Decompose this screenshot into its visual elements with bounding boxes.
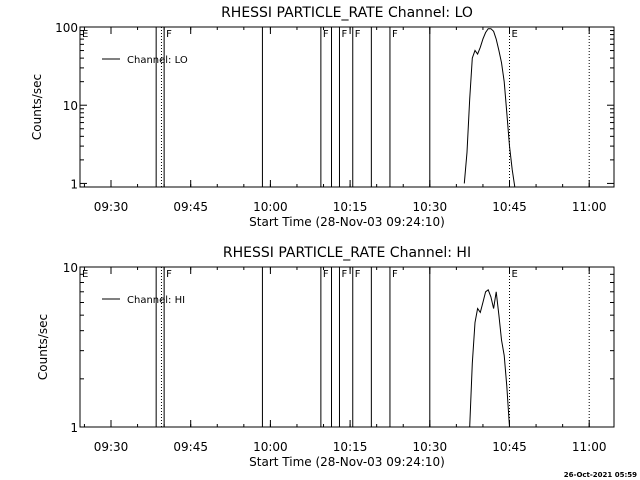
legend-label: Channel: HI (127, 295, 185, 306)
marker-label: F (355, 269, 361, 280)
marker-label: E (512, 29, 518, 40)
marker-label: E (512, 269, 518, 280)
y-tick-label: 1 (70, 421, 78, 435)
x-tick-label: 10:15 (333, 200, 368, 214)
series-line (463, 28, 516, 188)
marker-label: F (341, 29, 347, 40)
x-tick-label: 09:30 (94, 440, 129, 454)
legend-label: Channel: LO (127, 55, 188, 66)
x-tick-label: 10:45 (492, 200, 527, 214)
x-tick-label: 10:30 (413, 200, 448, 214)
y-axis-label: Counts/sec (36, 314, 50, 380)
marker-label: F (166, 29, 172, 40)
x-tick-label: 11:00 (572, 440, 607, 454)
chart-title: RHESSI PARTICLE_RATE Channel: LO (221, 5, 473, 21)
x-axis-label: Start Time (28-Nov-03 09:24:10) (249, 215, 445, 229)
x-tick-label: 09:45 (173, 200, 208, 214)
y-tick-label: 100 (55, 21, 78, 35)
y-tick-label: 10 (63, 261, 78, 275)
x-tick-label: 10:45 (492, 440, 527, 454)
marker-label: F (392, 29, 398, 40)
lo-channel-panel: RHESSI PARTICLE_RATE Channel: LO 09:30 09:… (30, 5, 615, 229)
chart-title: RHESSI PARTICLE_RATE Channel: HI (223, 245, 471, 261)
plot-frame (79, 266, 615, 428)
y-tick-label: 1 (70, 177, 78, 191)
plot-frame (79, 26, 615, 188)
x-tick-label: 10:15 (333, 440, 368, 454)
edge-marker-label: E (82, 29, 88, 40)
x-tick-label: 09:30 (94, 200, 129, 214)
hi-channel-panel: RHESSI PARTICLE_RATE Channel: HI 09:30 09:… (36, 245, 615, 469)
x-tick-label: 11:00 (572, 200, 607, 214)
marker-label: F (323, 269, 329, 280)
marker-label: F (323, 29, 329, 40)
x-tick-label: 10:30 (413, 440, 448, 454)
marker-label: F (392, 269, 398, 280)
marker-label: F (166, 269, 172, 280)
x-tick-label: 10:00 (253, 440, 288, 454)
footer-timestamp: 26-Oct-2021 05:59 (564, 471, 637, 479)
y-tick-label: 10 (63, 99, 78, 113)
marker-label: F (355, 29, 361, 40)
edge-marker-label: E (82, 269, 88, 280)
x-tick-label: 09:45 (173, 440, 208, 454)
x-axis-label: Start Time (28-Nov-03 09:24:10) (249, 455, 445, 469)
marker-label: F (341, 269, 347, 280)
x-tick-label: 10:00 (253, 200, 288, 214)
series-line (469, 288, 510, 428)
y-axis-label: Counts/sec (30, 74, 44, 140)
